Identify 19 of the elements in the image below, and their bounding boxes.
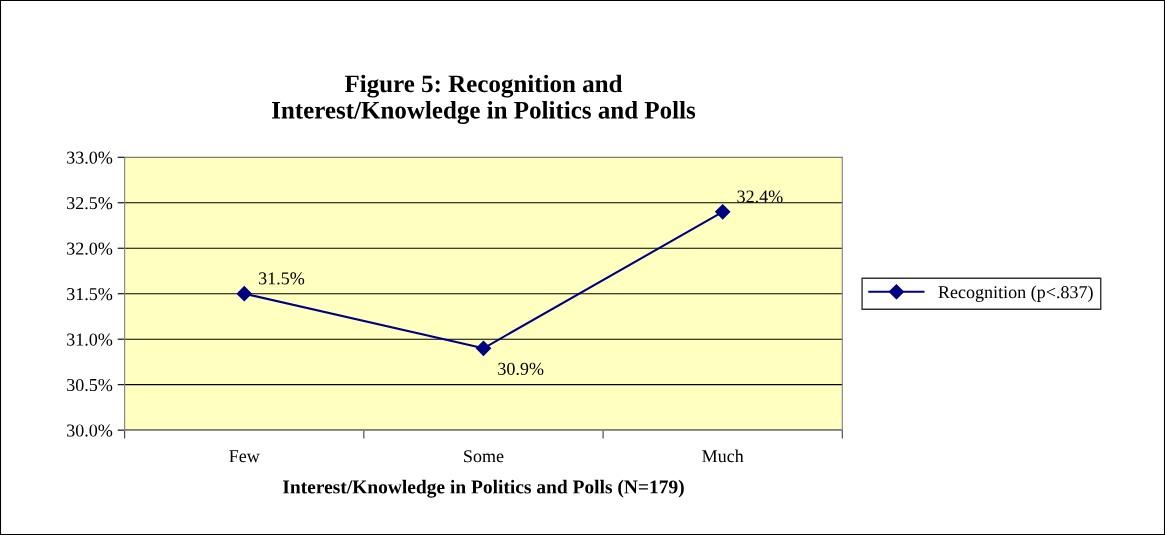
x-axis-title: Interest/Knowledge in Politics and Polls (N=179) (282, 479, 684, 498)
y-tick-label: 33.0% (67, 151, 113, 164)
point (475, 340, 492, 356)
data-label: 30.9% (498, 362, 544, 375)
x-tick-label: Much (702, 449, 744, 463)
legend-label: Recognition (p<.837) (938, 285, 1093, 302)
y-tick-label: 32.5% (67, 197, 113, 210)
y-tick-label: 32.0% (67, 242, 113, 255)
point (236, 286, 252, 302)
x-tick-label: Some (464, 450, 504, 463)
y-tick-label: 31.5% (67, 287, 113, 301)
data-label: 32.4% (737, 190, 783, 203)
y-tick-label: 31.0% (67, 333, 113, 346)
point (715, 204, 731, 220)
x-tick-label: Few (229, 450, 260, 463)
y-tick-label: 30.0% (67, 424, 113, 437)
y-tick-label: 30.5% (67, 378, 113, 392)
data-label: 31.5% (259, 272, 305, 285)
chart-title: Figure 5: Recognition and Interest/Knowledge in Politics and Polls (272, 74, 696, 124)
